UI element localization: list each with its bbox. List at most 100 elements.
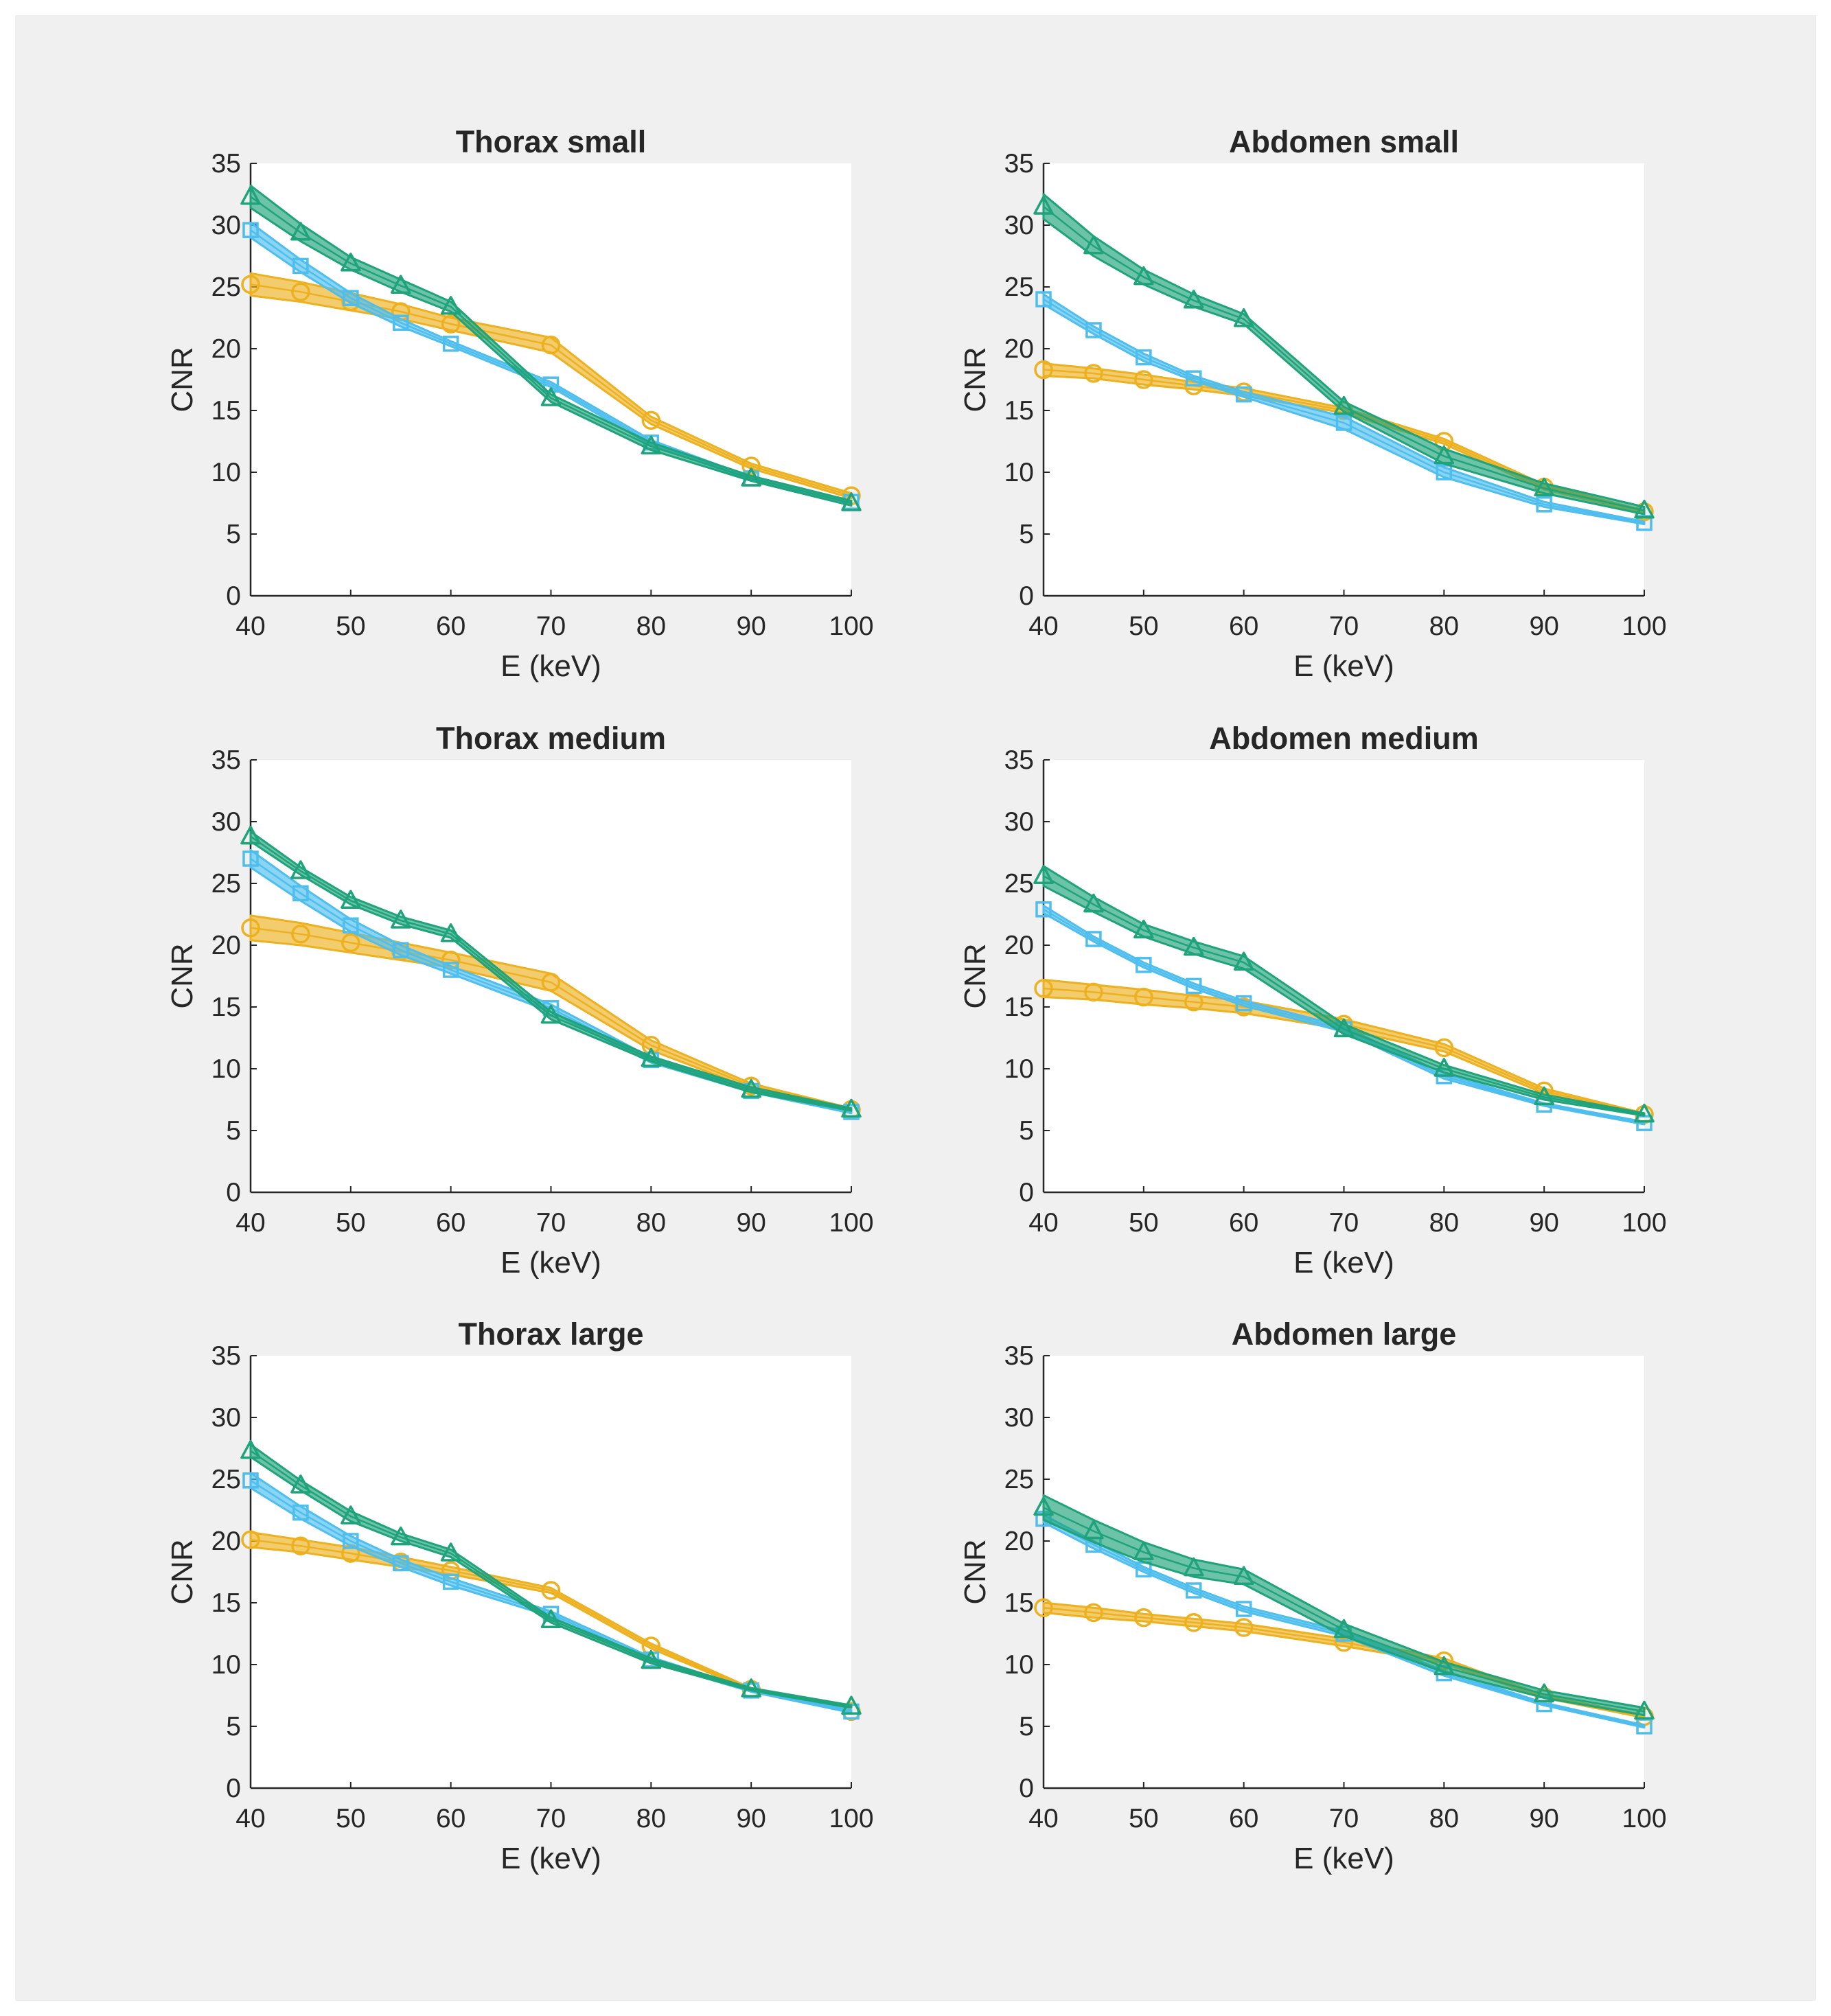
chart-title: Abdomen large — [1232, 1317, 1457, 1352]
y-tick-label: 30 — [1004, 211, 1034, 240]
data-point — [1433, 445, 1455, 465]
y-tick-label: 5 — [1019, 1116, 1034, 1146]
data-point — [292, 257, 309, 275]
chart-title: Abdomen small — [1229, 124, 1459, 159]
axes-background — [1044, 760, 1644, 1192]
data-point — [1333, 1018, 1355, 1038]
data-point — [290, 1474, 311, 1494]
data-point — [1233, 951, 1254, 971]
x-tick-label: 70 — [536, 1208, 566, 1238]
data-point — [1234, 1618, 1254, 1637]
x-tick-label: 90 — [1529, 1804, 1558, 1833]
y-axis-label: CNR — [958, 347, 992, 412]
x-tick-label: 40 — [235, 1208, 265, 1238]
data-point — [1084, 982, 1103, 1002]
x-tick-label: 100 — [1622, 1804, 1666, 1833]
data-point — [242, 1472, 259, 1489]
y-tick-label: 15 — [211, 1588, 241, 1618]
chart-thorax-large: Thorax large 0 5 10 15 20 25 30 35 40 50 60 70 80 90 10… — [165, 1317, 874, 1875]
chart-thorax-small: Thorax small 0 5 10 15 20 25 30 35 40 50 60 70 80 90 10… — [165, 124, 874, 683]
x-tick-label: 80 — [1429, 1208, 1459, 1238]
series-green-triangle — [240, 1439, 862, 1715]
series-line — [250, 1538, 852, 1713]
data-point — [1134, 1608, 1153, 1627]
data-point — [393, 942, 409, 958]
data-point — [241, 275, 260, 294]
data-point — [541, 1581, 561, 1600]
x-axis-label: E (keV) — [1293, 649, 1394, 683]
data-point — [1335, 415, 1352, 431]
data-point — [1634, 500, 1655, 519]
chart-title: Thorax small — [456, 124, 647, 159]
x-tick-label: 50 — [1129, 1208, 1158, 1238]
y-tick-label: 0 — [226, 1178, 241, 1207]
data-point — [341, 890, 361, 909]
data-point — [1034, 360, 1053, 380]
data-point — [391, 1526, 411, 1546]
data-point — [341, 253, 361, 272]
y-tick-label: 30 — [211, 1403, 241, 1433]
data-point — [290, 222, 311, 241]
y-tick-label: 35 — [1004, 149, 1034, 178]
chart-abdomen-large: Abdomen large 0 5 10 15 20 25 30 35 40 50 60 70 80 90 1… — [958, 1317, 1667, 1875]
data-point — [391, 909, 411, 929]
series-green-triangle — [1033, 1494, 1655, 1720]
data-point — [341, 1505, 361, 1525]
x-tick-label: 50 — [336, 1208, 365, 1238]
axes-background — [1044, 1356, 1644, 1788]
data-point — [641, 1636, 661, 1656]
x-tick-label: 80 — [1429, 1804, 1459, 1833]
x-tick-label: 60 — [1229, 1804, 1258, 1833]
data-point — [641, 410, 661, 430]
y-tick-label: 10 — [211, 1054, 241, 1084]
data-point — [1534, 477, 1554, 497]
data-point — [341, 933, 360, 953]
x-tick-label: 60 — [436, 612, 465, 641]
data-point — [1034, 1598, 1053, 1617]
series-line — [1043, 298, 1645, 524]
y-tick-label: 25 — [211, 869, 241, 899]
y-tick-label: 20 — [211, 1527, 241, 1556]
series-line — [250, 835, 852, 1111]
x-tick-label: 50 — [1129, 1804, 1158, 1833]
y-axis-label: CNR — [165, 943, 199, 1008]
data-point — [442, 962, 459, 978]
chart-title: Abdomen medium — [1209, 721, 1479, 756]
data-point — [241, 918, 260, 938]
data-point — [240, 185, 261, 205]
x-tick-label: 40 — [1028, 1208, 1058, 1238]
data-point — [1083, 235, 1104, 255]
data-point — [841, 492, 862, 511]
x-tick-label: 100 — [829, 1804, 873, 1833]
data-point — [440, 923, 461, 942]
y-tick-label: 20 — [1004, 334, 1034, 364]
data-point — [1033, 196, 1054, 215]
x-tick-label: 100 — [829, 612, 873, 641]
data-point — [1634, 1103, 1655, 1123]
x-tick-label: 70 — [1329, 1804, 1359, 1833]
data-point — [1333, 395, 1355, 415]
data-point — [741, 1078, 761, 1098]
y-tick-label: 30 — [211, 211, 241, 240]
data-point — [1235, 386, 1252, 403]
y-tick-label: 15 — [1004, 1588, 1034, 1618]
data-point — [393, 1555, 409, 1572]
y-axis-label: CNR — [165, 347, 199, 412]
data-point — [1186, 370, 1202, 386]
data-point — [1033, 865, 1054, 884]
data-point — [442, 1573, 459, 1590]
data-point — [540, 1004, 562, 1024]
series-green-triangle — [240, 184, 862, 511]
x-tick-label: 60 — [436, 1208, 465, 1238]
x-tick-label: 80 — [636, 612, 666, 641]
y-tick-label: 20 — [211, 334, 241, 364]
series-line — [250, 283, 852, 497]
x-tick-label: 80 — [1429, 612, 1459, 641]
x-tick-label: 40 — [1028, 612, 1058, 641]
series-line — [1043, 1507, 1645, 1713]
data-point — [1033, 1496, 1054, 1516]
y-tick-label: 20 — [1004, 1527, 1034, 1556]
series-green-triangle — [1033, 193, 1655, 519]
y-tick-label: 5 — [1019, 520, 1034, 549]
